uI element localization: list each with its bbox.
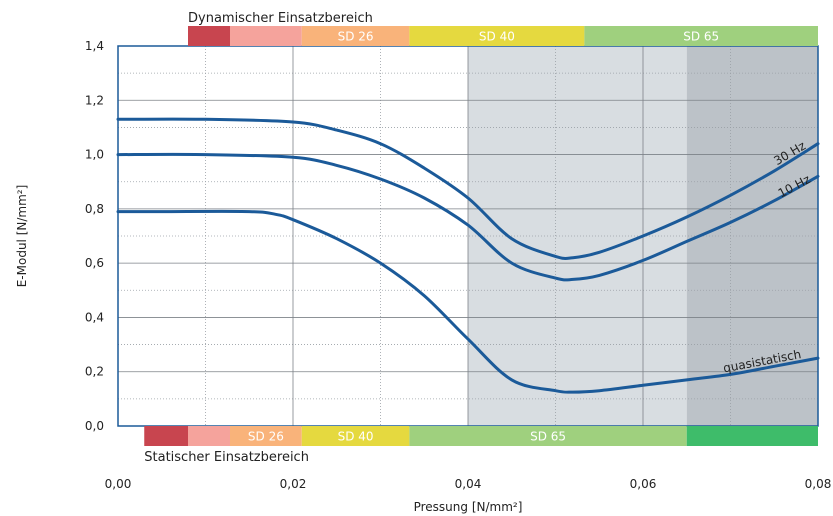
y-axis-label: E-Modul [N/mm²] [15,185,29,288]
bottom-band-segment-1 [188,426,230,446]
bottom-band-segment-label-3: SD 40 [338,430,374,444]
bottom-band-segment-label-4: SD 65 [530,430,566,444]
y-tick-label: 0,0 [85,419,104,433]
top-band-segment-label-4: SD 65 [683,30,719,44]
x-tick-label: 0,06 [630,477,657,491]
bottom-band-segment-0 [144,426,188,446]
bottom-band-segment-4 [409,426,687,446]
top-band-segment-4 [584,26,818,46]
x-tick-label: 0,02 [280,477,307,491]
top-band-segment-0 [188,26,230,46]
top-band-segment-2 [301,26,410,46]
bottom-band-segment-5 [686,426,818,446]
range-bands: SD 26 SD 40 SD 65 SD 26 SD 40 SD 65 [144,26,818,446]
bottom-band-segment-2 [230,426,302,446]
x-tick-label: 0,04 [455,477,482,491]
y-tick-label: 1,0 [85,148,104,162]
y-tick-label: 1,2 [85,93,104,107]
series-line-1 [116,152,820,282]
top-band-segment-3 [409,26,585,46]
y-tick-label: 0,8 [85,202,104,216]
top-band-segment-label-3: SD 40 [479,30,515,44]
y-tick-label: 1,4 [85,39,104,53]
y-tick-label: 0,6 [85,256,104,270]
bottom-band-segment-3 [301,426,410,446]
bottom-band-title: Statischer Einsatzbereich [144,450,309,465]
top-band-segment-label-2: SD 26 [338,30,374,44]
tick-labels: 0,0 0,2 0,4 0,6 0,8 1,0 1,2 1,4 0,00 0,02 0,04 0,06… [85,39,831,491]
series-line-2 [116,209,820,394]
y-tick-label: 0,2 [85,365,104,379]
bottom-band-segment-label-2: SD 26 [248,430,284,444]
top-band-segment-1 [230,26,302,46]
top-band-title: Dynamischer Einsatzbereich [188,11,373,26]
x-axis-label: Pressung [N/mm²] [414,500,523,514]
y-tick-label: 0,4 [85,310,104,324]
x-tick-label: 0,00 [105,477,132,491]
x-tick-label: 0,08 [805,477,832,491]
series-line-0 [116,117,820,260]
